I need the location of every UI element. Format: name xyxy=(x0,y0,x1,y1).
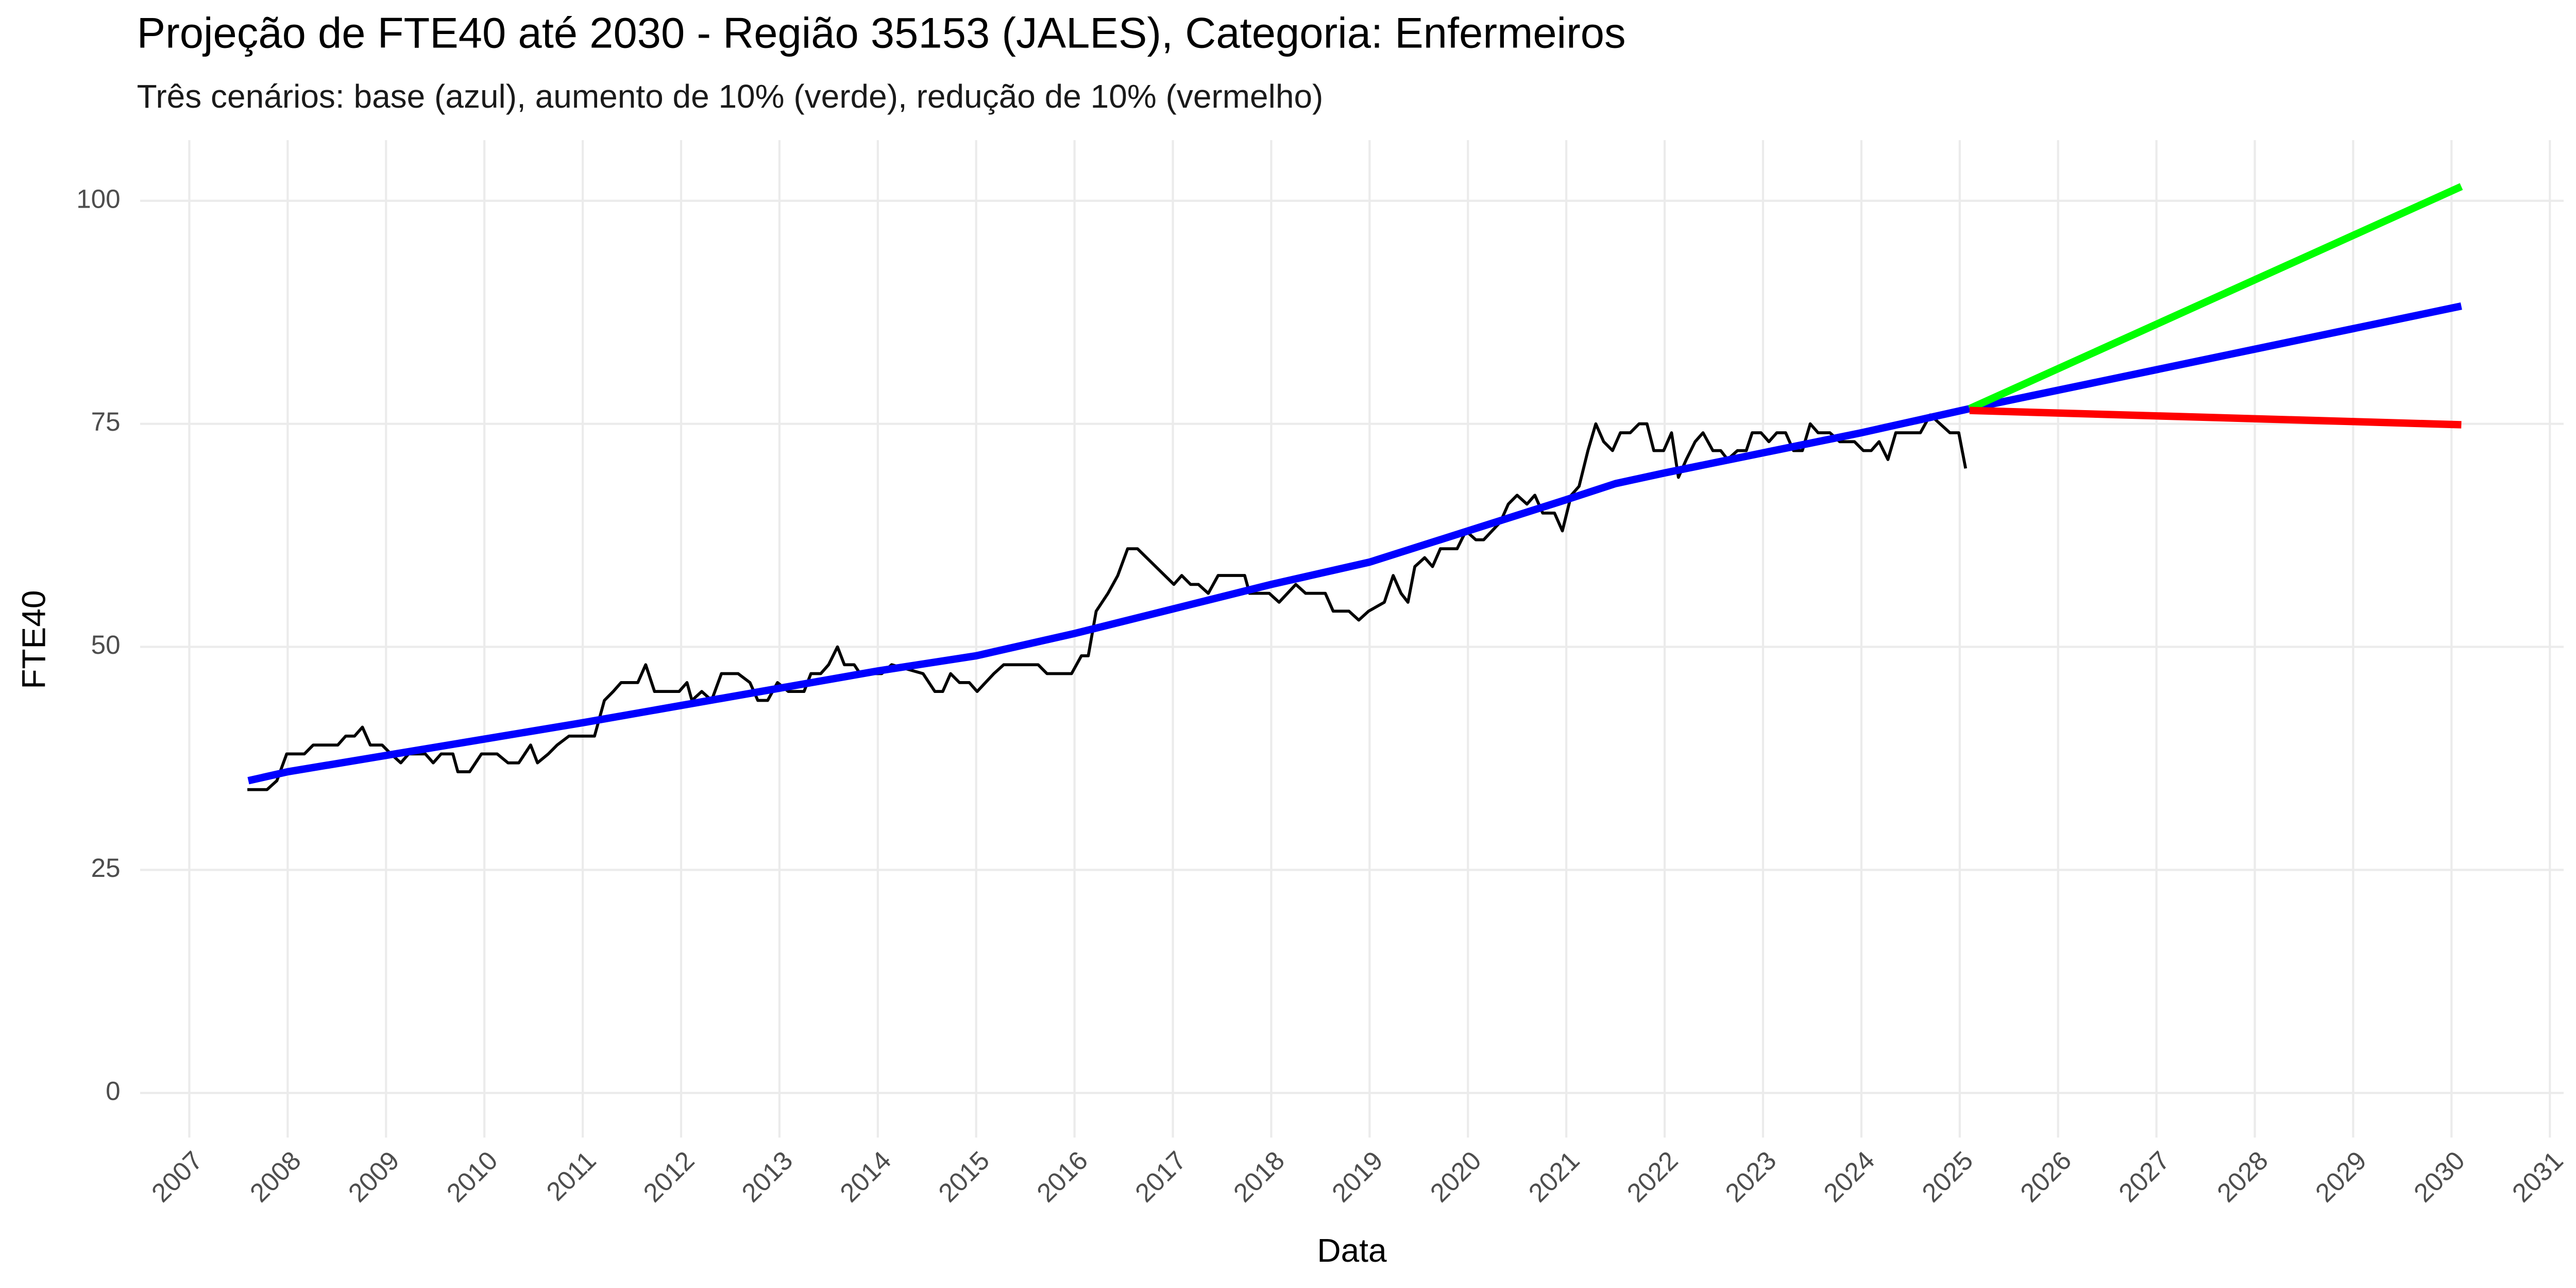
x-tick-label: 2018 xyxy=(1228,1145,1290,1208)
x-tick-label: 2010 xyxy=(441,1145,503,1208)
x-tick-label: 2017 xyxy=(1129,1145,1192,1208)
x-tick-label: 2026 xyxy=(2014,1145,2077,1208)
x-tick-label: 2007 xyxy=(146,1145,208,1208)
x-tick-label: 2015 xyxy=(933,1145,995,1208)
line-series xyxy=(1968,183,2463,412)
x-tick-label: 2030 xyxy=(2408,1145,2470,1208)
x-tick-label: 2013 xyxy=(736,1145,799,1208)
chart-subtitle: Três cenários: base (azul), aumento de 1… xyxy=(137,78,1324,115)
line-series xyxy=(247,413,1968,791)
x-tick-label: 2012 xyxy=(638,1145,700,1208)
x-tick-label: 2031 xyxy=(2506,1145,2569,1208)
y-tick-label: 75 xyxy=(91,407,121,436)
line-series xyxy=(247,302,2462,785)
x-tick-label: 2025 xyxy=(1917,1145,1979,1208)
y-tick-label: 100 xyxy=(76,184,120,213)
x-tick-label: 2029 xyxy=(2310,1145,2372,1208)
x-tick-label: 2021 xyxy=(1523,1145,1585,1208)
chart-title: Projeção de FTE40 até 2030 - Região 3515… xyxy=(137,9,1626,57)
line-series xyxy=(1969,406,2462,429)
x-tick-label: 2014 xyxy=(835,1145,897,1208)
x-tick-label: 2008 xyxy=(244,1145,307,1208)
y-tick-label: 25 xyxy=(91,853,121,883)
x-tick-label: 2024 xyxy=(1818,1145,1880,1208)
x-tick-label: 2011 xyxy=(540,1145,601,1206)
x-tick-label: 2020 xyxy=(1425,1145,1487,1208)
plot-area xyxy=(247,183,2463,791)
x-axis-title: Data xyxy=(1317,1232,1387,1269)
y-tick-label: 50 xyxy=(91,630,121,659)
x-tick-label: 2022 xyxy=(1621,1145,1684,1208)
x-tick-label: 2016 xyxy=(1031,1145,1093,1208)
x-tick-label: 2028 xyxy=(2211,1145,2274,1208)
x-tick-label: 2009 xyxy=(343,1145,405,1208)
y-tick-label: 0 xyxy=(106,1076,120,1106)
x-tick-label: 2027 xyxy=(2113,1145,2175,1208)
x-tick-label: 2019 xyxy=(1326,1145,1388,1208)
y-axis-title: FTE40 xyxy=(15,590,52,689)
x-tick-label: 2023 xyxy=(1720,1145,1782,1208)
grid xyxy=(140,140,2564,1138)
